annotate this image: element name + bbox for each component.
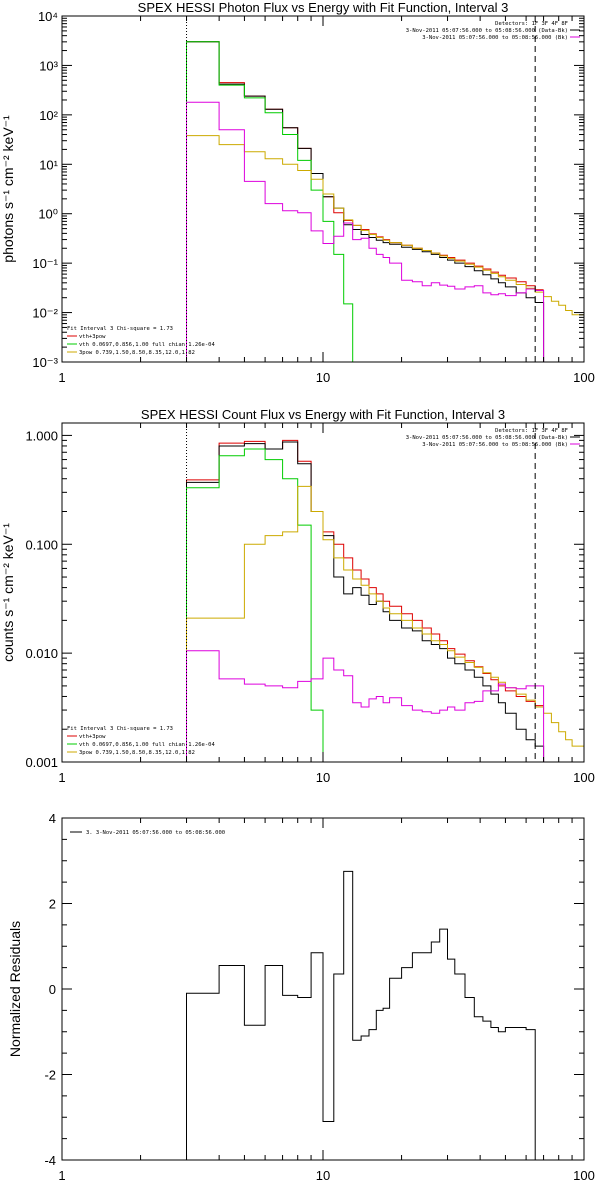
legend-entry: Fit Interval 3 Chi-square = 1.73 — [67, 326, 173, 332]
series-line-3 — [186, 485, 584, 762]
y-tick-label: 1.000 — [25, 428, 58, 443]
legend-entry: 3-Nov-2011 05:07:56.000 to 05:08:56.000 … — [422, 442, 568, 448]
y-tick-label: 0 — [49, 982, 56, 997]
y-tick-label: 4 — [49, 811, 56, 826]
y-tick-label: -2 — [44, 1068, 56, 1083]
photon-flux-panel: SPEX HESSI Photon Flux vs Energy with Fi… — [0, 0, 595, 385]
series-line-4 — [186, 101, 545, 362]
plot-area — [186, 439, 584, 762]
x-tick-label: 100 — [573, 1168, 595, 1183]
legend-entry: vth+3pow — [79, 734, 106, 740]
count-flux-panel: SPEX HESSI Count Flux vs Energy with Fit… — [0, 407, 595, 785]
y-tick-label: 10⁴ — [38, 9, 58, 24]
x-tick-label: 100 — [573, 770, 595, 785]
legend-entry: 3-Nov-2011 05:07:56.000 to 05:08:56.000 … — [406, 435, 568, 441]
series-line-0 — [186, 870, 536, 1160]
legend-entry: 3-Nov-2011 05:07:56.000 to 05:08:56.000 … — [406, 28, 568, 34]
plot-area — [186, 870, 536, 1160]
y-tick-label: 10⁰ — [38, 207, 58, 222]
series-line-4 — [186, 650, 545, 762]
y-tick-label: -4 — [44, 1153, 56, 1168]
y-tick-label: 0.010 — [25, 646, 58, 661]
legend-entry: vth+3pow — [79, 334, 106, 340]
y-tick-label: 10⁻³ — [32, 355, 58, 370]
x-tick-label: 10 — [316, 1168, 330, 1183]
y-tick-label: 10¹ — [39, 157, 58, 172]
x-tick-label: 1 — [58, 1168, 65, 1183]
series-line-0 — [186, 439, 544, 762]
x-tick-label: 10 — [316, 370, 330, 385]
legend-entry: 3pow 0.739,1.50,8.50,8.35,12.0,1.82 — [79, 350, 195, 356]
legend-entry: 3. 3-Nov-2011 05:07:56.000 to 05:08:56.0… — [86, 830, 225, 836]
series-line-1 — [186, 41, 545, 362]
y-axis-label: counts s⁻¹ cm⁻² keV⁻¹ — [0, 523, 16, 662]
x-tick-label: 1 — [58, 770, 65, 785]
y-tick-label: 10³ — [39, 58, 58, 73]
y-tick-label: 10⁻² — [32, 306, 58, 321]
series-line-2 — [186, 448, 324, 762]
legend-entry: Detectors: 1F 3F 4F 8F — [495, 428, 568, 434]
series-line-0 — [186, 41, 544, 362]
y-tick-label: 10² — [39, 108, 58, 123]
legend-entry: 3pow 0.739,1.50,8.50,8.35,12.0,1.82 — [79, 750, 195, 756]
series-line-2 — [186, 41, 354, 362]
legend-entry: vth 0.0697,0.856,1.00 full chian 1.26e-0… — [79, 742, 215, 748]
y-tick-label: 0.001 — [25, 755, 58, 770]
series-line-1 — [186, 441, 545, 762]
y-axis-label: Normalized Residuals — [7, 921, 23, 1057]
x-tick-label: 10 — [316, 770, 330, 785]
legend-entry: Fit Interval 3 Chi-square = 1.73 — [67, 726, 173, 732]
y-tick-label: 0.100 — [25, 537, 58, 552]
y-tick-label: 10⁻¹ — [32, 256, 58, 271]
x-tick-label: 1 — [58, 370, 65, 385]
series-line-3 — [186, 135, 584, 362]
residuals-panel: Normalized Residuals 1 10 100 -4 -2 0 2 4 3. 3-No… — [7, 811, 595, 1183]
legend-entry: vth 0.0697,0.856,1.00 full chian 1.26e-0… — [79, 342, 215, 348]
y-axis-label: photons s⁻¹ cm⁻² keV⁻¹ — [0, 115, 16, 263]
legend-entry: Detectors: 1F 3F 4F 8F — [495, 21, 568, 27]
plot-area — [186, 41, 584, 362]
x-tick-label: 100 — [573, 370, 595, 385]
y-tick-label: 2 — [49, 897, 56, 912]
chart-title: SPEX HESSI Count Flux vs Energy with Fit… — [141, 407, 505, 422]
legend-entry: 3-Nov-2011 05:07:56.000 to 05:08:56.000 … — [422, 35, 568, 41]
chart-title: SPEX HESSI Photon Flux vs Energy with Fi… — [138, 0, 509, 15]
